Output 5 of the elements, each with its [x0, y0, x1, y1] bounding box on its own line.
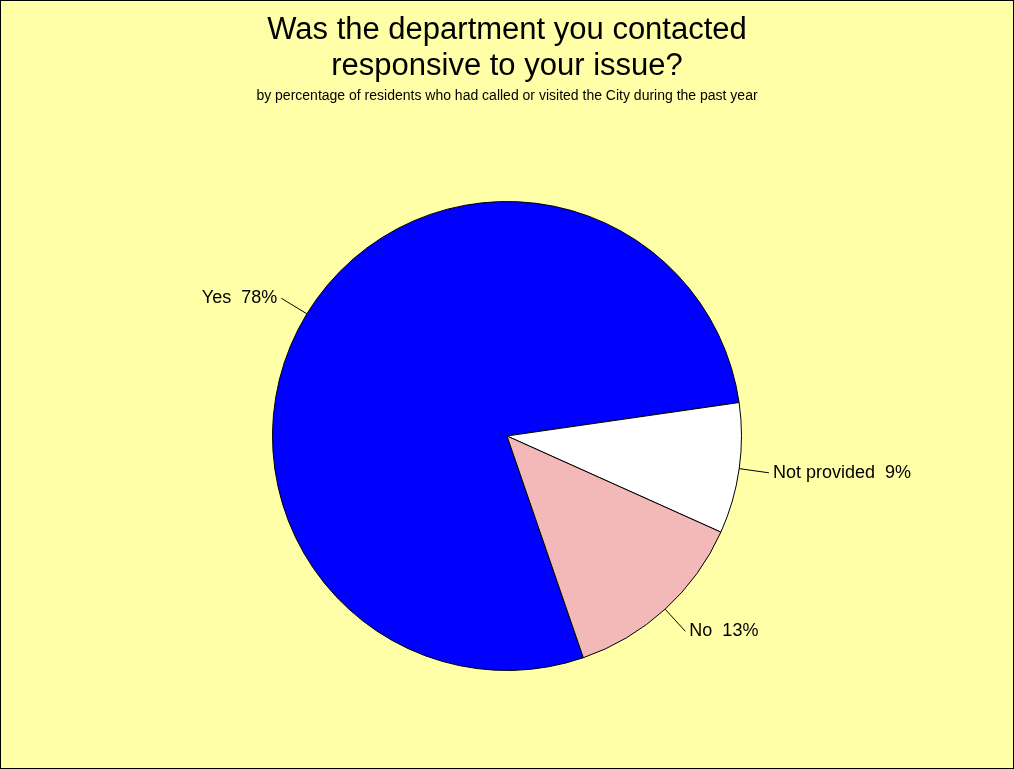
chart-subtitle: by percentage of residents who had called or visited the City during the past year: [255, 87, 759, 103]
slice-label: No 13%: [689, 620, 759, 641]
slice-label: Yes 78%: [201, 287, 278, 308]
chart-title: Was the department you contacted responsive to your issue?: [266, 11, 748, 83]
slice-label: Not provided 9%: [772, 461, 911, 482]
